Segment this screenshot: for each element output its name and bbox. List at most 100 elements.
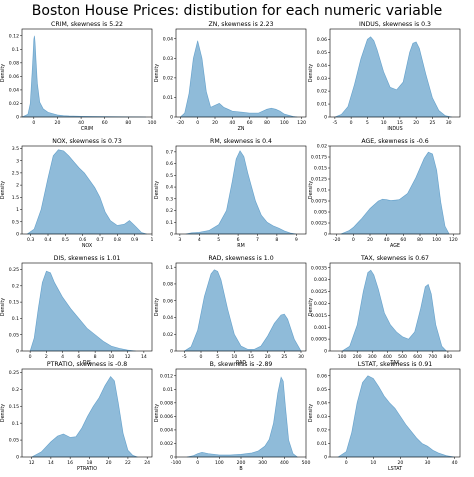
y-tick-label: 0.01 (317, 188, 327, 194)
y-tick-label: 0.1 (12, 421, 19, 427)
y-tick-label: 0.2 (12, 283, 19, 289)
y-tick-label: 0 (324, 455, 327, 461)
x-axis-label: RM (237, 243, 244, 249)
y-tick-label: 0.0025 (311, 289, 327, 295)
x-tick-label: 10 (370, 460, 376, 466)
x-tick-label: 100 (215, 460, 224, 466)
x-tick-label: 20 (413, 120, 419, 126)
y-tick-label: 0 (16, 349, 19, 355)
subplot-grid: CRIM, skewness is 5.220 20 40 60 80 10000.020… (0, 21, 461, 472)
y-tick-label: 0 (324, 115, 327, 121)
y-tick-label: 0.01 (163, 387, 173, 393)
x-tick-label: 6 (77, 354, 80, 360)
y-tick-label: 0.1 (166, 220, 173, 226)
figure-title: Boston House Prices: distibution for eac… (32, 3, 442, 19)
y-axis-label: Density (154, 404, 160, 422)
y-tick-label: 0.12 (9, 33, 19, 39)
subplot-title: RAD, skewness is 1.0 (208, 255, 273, 262)
subplot-title: CRIM, skewness is 5.22 (51, 21, 123, 28)
x-tick-label: 20 (265, 354, 271, 360)
x-tick-label: -5 (182, 354, 187, 360)
axes-frame (21, 262, 153, 352)
y-tick-label: 3 (16, 158, 19, 164)
density-area (186, 376, 299, 458)
x-tick-label: 0 (200, 354, 203, 360)
y-axis-label: Density (308, 64, 314, 82)
x-tick-label: 80 (125, 120, 131, 126)
axes-frame (329, 262, 461, 352)
y-tick-label: 0.001 (314, 325, 327, 331)
subplot-nox: NOX, skewness is 0.73 0.3 0.4 0.5 0.6 0.7 0.8 0… (0, 138, 154, 249)
x-tick-label: 5 (217, 237, 220, 243)
density-area (185, 150, 297, 235)
y-tick-label: 2 (16, 183, 19, 189)
density-area (340, 151, 450, 235)
y-tick-label: 0.15 (9, 300, 19, 306)
y-tick-label: 0.0025 (311, 221, 327, 227)
subplot-ptratio: PTRATIO, skewness is -0.8 12 14 16 18 20 22 24 0… (0, 361, 153, 472)
y-tick-label: 0.02 (163, 332, 173, 338)
x-tick-label: 20 (367, 237, 373, 243)
x-tick-label: 60 (102, 120, 108, 126)
x-tick-label: 200 (353, 354, 362, 360)
y-tick-label: 0.008 (160, 400, 173, 406)
x-tick-label: 8 (94, 354, 97, 360)
x-tick-label: 18 (86, 460, 92, 466)
x-tick-label: 15 (248, 354, 254, 360)
x-tick-label: 14 (48, 460, 54, 466)
x-tick-label: 80 (417, 237, 423, 243)
x-tick-label: 500 (398, 354, 407, 360)
axes-frame (329, 28, 461, 118)
x-tick-label: 20 (397, 460, 403, 466)
x-tick-label: 12 (125, 354, 131, 360)
y-tick-label: 3.5 (12, 146, 19, 152)
y-axis-label: Density (154, 64, 160, 82)
density-area (183, 269, 302, 352)
x-tick-label: 0 (350, 120, 353, 126)
y-tick-label: 2.5 (12, 170, 19, 176)
x-axis-label: TAX (389, 360, 400, 366)
x-tick-label: 20 (106, 460, 112, 466)
x-tick-label: 400 (280, 460, 289, 466)
y-tick-label: 0.02 (317, 89, 327, 95)
y-tick-label: 0.7 (166, 149, 173, 155)
x-tick-label: 100 (338, 354, 347, 360)
y-tick-label: 0.006 (160, 414, 173, 420)
y-axis-label: Density (0, 404, 6, 422)
y-tick-label: 0.04 (317, 63, 327, 69)
axes-frame (21, 28, 153, 118)
subplot-title: INDUS, skewness is 0.3 (359, 21, 431, 28)
y-tick-label: 0.25 (9, 370, 19, 376)
x-tick-label: 20 (212, 120, 218, 126)
subplot-title: RM, skewness is 0.4 (210, 138, 272, 145)
density-area (31, 375, 138, 458)
density-area (21, 35, 147, 118)
x-tick-label: 120 (297, 120, 306, 126)
x-tick-label: 10 (108, 354, 114, 360)
x-tick-label: 30 (298, 354, 304, 360)
x-axis-label: RAD (236, 360, 246, 366)
x-tick-label: 0.4 (44, 237, 51, 243)
y-tick-label: 0.004 (160, 428, 173, 434)
y-axis-label: Density (308, 298, 314, 316)
y-axis-label: Density (154, 298, 160, 316)
x-tick-label: 7 (256, 237, 259, 243)
y-tick-label: 0.4 (166, 185, 173, 191)
density-area (29, 270, 136, 352)
y-tick-label: 0 (324, 232, 327, 238)
y-tick-label: 0.1 (12, 316, 19, 322)
density-area (26, 149, 147, 235)
y-tick-label: 0.04 (163, 36, 173, 42)
x-tick-label: 25 (281, 354, 287, 360)
y-tick-label: 0.01 (317, 441, 327, 447)
x-tick-label: 0.5 (62, 237, 69, 243)
y-tick-label: 0 (16, 115, 19, 121)
y-tick-label: 0.08 (9, 60, 19, 66)
axes-frame (175, 262, 307, 352)
x-axis-label: INDUS (387, 126, 402, 132)
y-tick-label: 0.6 (166, 161, 173, 167)
y-tick-label: 0.2 (12, 387, 19, 393)
y-tick-label: 0.06 (317, 373, 327, 379)
x-tick-label: 0 (32, 120, 35, 126)
x-tick-label: 80 (264, 120, 270, 126)
